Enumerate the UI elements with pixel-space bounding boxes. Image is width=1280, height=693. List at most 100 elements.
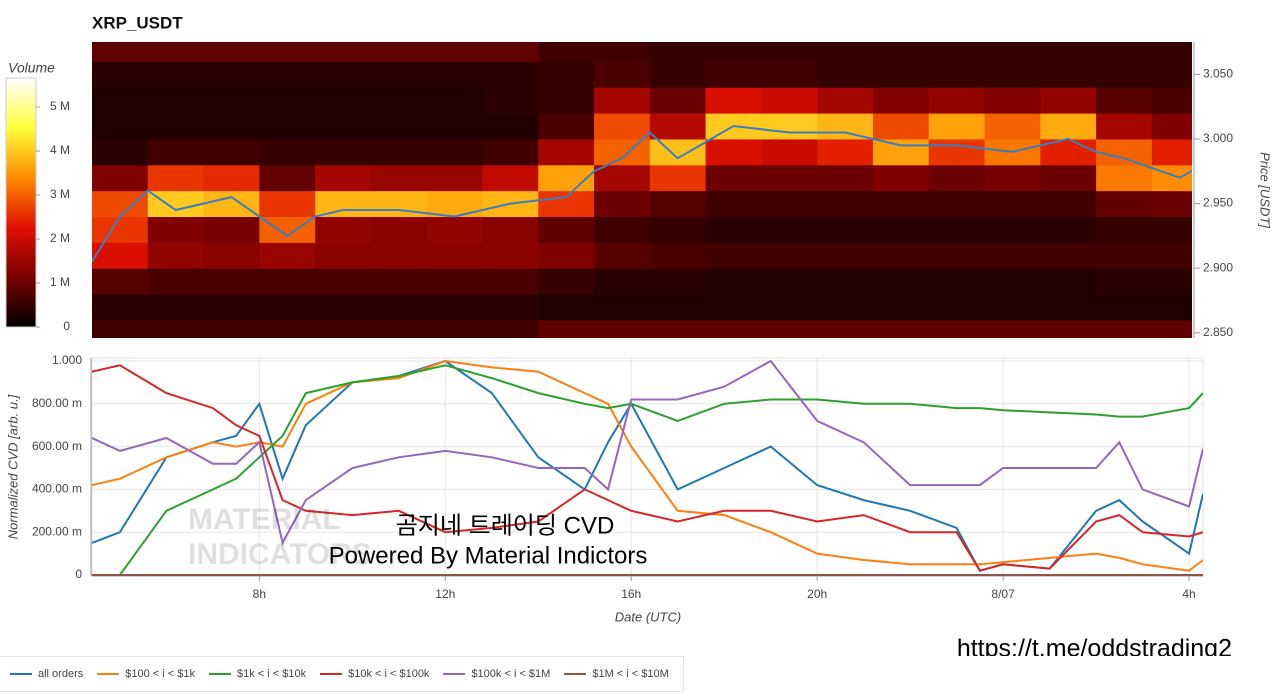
heatmap-cell xyxy=(594,87,651,114)
colorbar xyxy=(5,77,37,328)
heatmap-cell xyxy=(1096,190,1153,217)
heatmap-cell xyxy=(872,294,930,321)
heatmap-cell xyxy=(482,164,539,192)
heatmap-cell xyxy=(203,138,260,166)
heatmap-cell xyxy=(92,113,149,140)
heatmap-cell xyxy=(761,164,818,192)
heatmap-cell xyxy=(817,268,874,295)
heatmap-cell xyxy=(705,268,762,295)
y-tick-label: 3.000 xyxy=(1203,131,1233,145)
heatmap-cell xyxy=(259,242,316,269)
series-lines xyxy=(92,359,1203,576)
heatmap-cell xyxy=(1096,164,1153,192)
heatmap-cell xyxy=(1096,113,1153,140)
heatmap-cell xyxy=(482,268,539,295)
heatmap-cell xyxy=(1151,190,1192,217)
heatmap-cell xyxy=(370,87,428,114)
heatmap-cell xyxy=(872,61,930,88)
heatmap-cell xyxy=(872,42,930,62)
y-axis-label: Normalized CVD [arb. u.] xyxy=(5,394,20,539)
heatmap-cell xyxy=(984,216,1041,243)
heatmap-cell xyxy=(538,42,595,62)
annotation: Powered By Material Indictors xyxy=(329,542,648,569)
colorbar-tick-label: 2 M xyxy=(50,231,70,245)
legend-item[interactable]: $100 < i < $1k xyxy=(97,668,195,680)
heatmap-cell xyxy=(1040,164,1097,192)
heatmap-cell xyxy=(872,138,930,166)
heatmap-cell xyxy=(705,138,762,166)
heatmap-cell xyxy=(203,87,260,114)
heatmap-cell xyxy=(259,138,316,166)
heatmap-cell xyxy=(203,294,260,321)
heatmap-cell xyxy=(1151,294,1192,321)
heatmap-cell xyxy=(426,190,483,217)
heatmap-cell xyxy=(259,113,316,140)
heatmap-cell xyxy=(649,164,707,192)
heatmap-cell xyxy=(538,242,595,269)
heatmap-cell xyxy=(761,138,818,166)
heatmap-cell xyxy=(370,138,428,166)
heatmap-cell xyxy=(817,87,874,114)
heatmap-cell xyxy=(1151,268,1192,295)
heatmap-cell xyxy=(761,319,818,338)
heatmap-cell xyxy=(705,42,762,62)
heatmap-cell xyxy=(761,42,818,62)
heatmap-cell xyxy=(370,268,428,295)
heatmap-cell xyxy=(538,61,595,88)
heatmap-cell xyxy=(594,216,651,243)
y-tick-label: 400.00 m xyxy=(32,482,82,496)
heatmap-cell xyxy=(259,87,316,114)
heatmap-cell xyxy=(594,61,651,88)
heatmap-cell xyxy=(315,87,372,114)
heatmap-cell xyxy=(1151,87,1192,114)
heatmap-cell xyxy=(705,190,762,217)
legend-item[interactable]: $1M < i < $10M xyxy=(564,668,669,680)
heatmap-cell xyxy=(370,319,428,338)
heatmap-cell xyxy=(705,164,762,192)
heatmap-cell xyxy=(872,164,930,192)
heatmap-cell xyxy=(147,113,205,140)
heatmap-cell xyxy=(370,61,428,88)
heatmap-cell xyxy=(649,61,707,88)
heatmap-cell xyxy=(984,164,1041,192)
colorbar-tick-label: 1 M xyxy=(50,275,70,289)
x-tick-label: 8h xyxy=(253,587,266,601)
heatmap-cell xyxy=(315,164,372,192)
heatmap-cell xyxy=(315,61,372,88)
heatmap-cell xyxy=(984,61,1041,88)
heatmap-cell xyxy=(928,138,986,166)
heatmap-cell xyxy=(984,113,1041,140)
heatmap-cell xyxy=(649,113,707,140)
heatmap-cell xyxy=(1151,319,1192,338)
heatmap-cell xyxy=(259,319,316,338)
heatmap-cell xyxy=(1040,294,1097,321)
heatmap-cell xyxy=(872,319,930,338)
heatmap-cell xyxy=(315,242,372,269)
heatmap-cell xyxy=(928,190,986,217)
heatmap-cell xyxy=(315,42,372,62)
heatmap-cell xyxy=(705,242,762,269)
price-line xyxy=(92,124,1192,263)
heatmap-cell xyxy=(259,42,316,62)
heatmap-cell xyxy=(928,61,986,88)
heatmap-cell xyxy=(984,319,1041,338)
heatmap-cell xyxy=(649,87,707,114)
heatmap-cell xyxy=(370,242,428,269)
legend-item[interactable]: $1k < i < $10k xyxy=(208,668,306,680)
legend-item[interactable]: $10k < i < $100k xyxy=(320,668,429,680)
heatmap-cell xyxy=(761,242,818,269)
legend-item[interactable]: $100k < i < $1M xyxy=(443,668,550,680)
x-axis-label: Date (UTC) xyxy=(615,609,681,624)
heatmap-cell xyxy=(1040,190,1097,217)
heatmap-cell xyxy=(147,87,205,114)
heatmap-cell xyxy=(928,164,986,192)
legend-item[interactable]: all orders xyxy=(10,668,83,680)
heatmap-cell xyxy=(1040,61,1097,88)
legend: all orders $100 < i < $1k $1k < i < $10k $1… xyxy=(0,656,684,692)
heatmap-cell xyxy=(594,190,651,217)
heatmap-cell xyxy=(817,190,874,217)
heatmap-cell xyxy=(315,138,372,166)
heatmap-cell xyxy=(203,190,260,217)
heatmap-cell xyxy=(705,87,762,114)
